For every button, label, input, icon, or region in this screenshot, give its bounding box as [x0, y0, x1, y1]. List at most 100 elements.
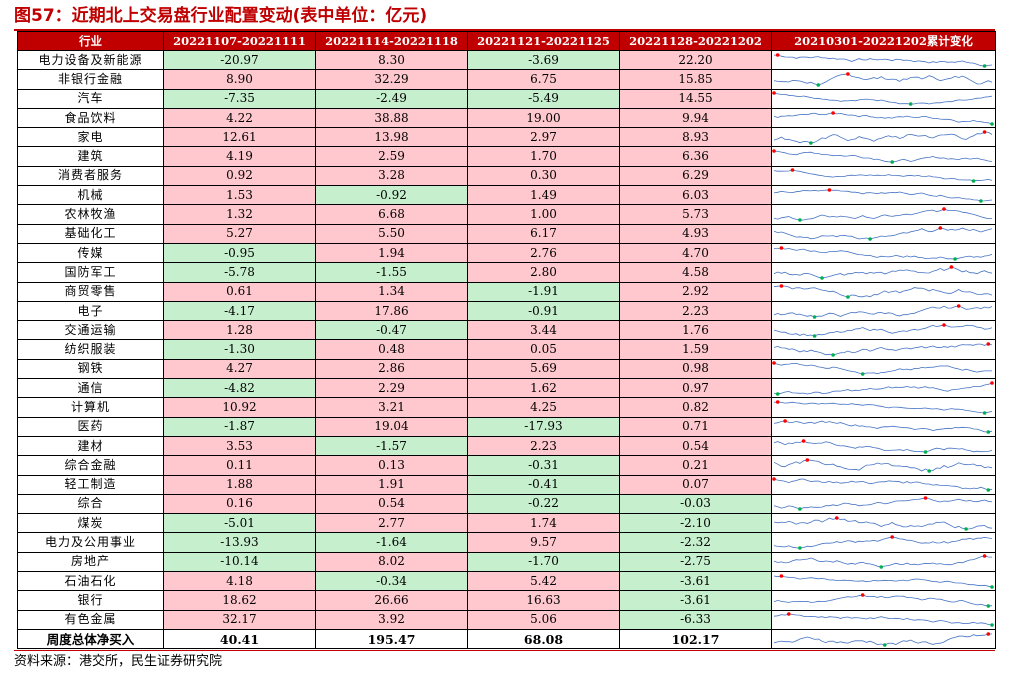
- industry-name: 钢铁: [17, 358, 164, 380]
- weekly-value: 4.70: [619, 242, 772, 264]
- weekly-value: 5.27: [163, 223, 316, 244]
- weekly-value: -4.17: [163, 300, 316, 322]
- cumulative-sparkline: [771, 223, 996, 244]
- sparkline-path: [773, 459, 993, 472]
- industry-name: 交通运输: [17, 320, 164, 341]
- high-marker: [986, 631, 991, 636]
- table-row: 煤炭 -5.01 2.77 1.74 -2.10: [17, 513, 996, 534]
- sparkline-graphic: [773, 226, 993, 242]
- weekly-value: 6.36: [619, 146, 772, 167]
- low-marker: [990, 121, 994, 126]
- sparkline-graphic: [772, 361, 992, 377]
- sparkline-graphic: [773, 612, 994, 628]
- sparkline-path: [773, 478, 993, 491]
- low-marker: [986, 488, 991, 492]
- weekly-value: 10.92: [163, 397, 316, 418]
- weekly-value: 3.21: [315, 397, 468, 418]
- sparkline-graphic: [773, 284, 993, 300]
- weekly-value: 5.73: [619, 204, 772, 225]
- sparkline-path: [773, 189, 993, 202]
- table-row: 钢铁 4.27 2.86 5.69 0.98: [17, 358, 996, 380]
- cumulative-sparkline: [771, 435, 996, 457]
- weekly-value: 3.92: [315, 609, 468, 630]
- table-row: 农林牧渔 1.32 6.68 1.00 5.73: [17, 204, 996, 225]
- weekly-value: -0.95: [163, 242, 316, 264]
- weekly-value: -0.22: [467, 493, 620, 515]
- cumulative-sparkline: [771, 474, 996, 495]
- industry-name: 基础化工: [17, 223, 164, 244]
- industry-name: 非银行金融: [17, 69, 164, 90]
- weekly-value: 3.53: [163, 435, 316, 457]
- weekly-value: 5.06: [467, 609, 620, 630]
- industry-name: 消费者服务: [17, 165, 164, 187]
- industry-name: 电子: [17, 300, 164, 322]
- industry-name: 通信: [17, 378, 164, 399]
- table-row: 通信 -4.82 2.29 1.62 0.97: [17, 378, 996, 399]
- sparkline-path: [773, 92, 993, 105]
- weekly-value: 1.00: [467, 204, 620, 225]
- weekly-value: 1.53: [163, 185, 316, 206]
- sparkline-path: [773, 498, 993, 510]
- cumulative-sparkline: [771, 609, 996, 630]
- weekly-value: 5.50: [315, 223, 468, 244]
- weekly-value: 1.62: [467, 378, 620, 399]
- weekly-value: -7.35: [163, 88, 316, 109]
- sparkline-path: [773, 420, 993, 433]
- sparkline-graphic: [773, 72, 993, 87]
- weekly-value: 0.13: [315, 455, 468, 476]
- weekly-value: 0.05: [467, 339, 620, 360]
- sparkline-path: [773, 633, 992, 645]
- weekly-value: 2.80: [467, 262, 620, 283]
- weekly-value: -0.41: [467, 474, 620, 495]
- low-marker: [846, 295, 850, 300]
- table-row: 有色金属 32.17 3.92 5.06 -6.33: [17, 609, 996, 630]
- figure-title: 图57：近期北上交易盘行业配置变动(表中单位：亿元): [14, 6, 428, 26]
- weekly-value: 2.59: [315, 146, 468, 167]
- industry-name: 建材: [17, 435, 164, 457]
- industry-name: 石油石化: [17, 571, 164, 592]
- table-row: 电力设备及新能源 -20.97 8.30 -3.69 22.20: [17, 49, 996, 71]
- weekly-value: -5.01: [163, 513, 316, 534]
- total-value: 102.17: [619, 628, 772, 650]
- high-marker: [790, 168, 795, 173]
- cumulative-sparkline: [771, 127, 996, 148]
- low-marker: [812, 314, 817, 319]
- weekly-value: 4.93: [619, 223, 772, 244]
- weekly-value: 1.76: [619, 320, 772, 341]
- weekly-value: 1.91: [315, 474, 468, 495]
- sparkline-path: [773, 131, 993, 144]
- weekly-value: -0.91: [467, 300, 620, 322]
- high-marker: [990, 380, 994, 385]
- low-marker: [812, 333, 817, 338]
- table-row: 机械 1.53 -0.92 1.49 6.03: [17, 185, 996, 206]
- weekly-value: 2.97: [467, 127, 620, 148]
- weekly-value: 0.54: [315, 493, 468, 515]
- weekly-value: 18.62: [163, 590, 316, 611]
- industry-name: 煤炭: [17, 513, 164, 534]
- sparkline-graphic: [773, 458, 993, 473]
- cumulative-sparkline: [771, 146, 996, 167]
- sparkline-graphic: [773, 631, 992, 647]
- allocation-table: 行业 20221107-20221111 20221114-20221118 2…: [17, 31, 996, 650]
- weekly-value: 4.27: [163, 358, 316, 380]
- weekly-value: 6.03: [619, 185, 772, 206]
- high-marker: [783, 419, 787, 424]
- header-week-4: 20221128-20221202: [619, 31, 772, 51]
- weekly-value: 2.23: [619, 300, 772, 322]
- weekly-value: 2.77: [315, 513, 468, 534]
- weekly-value: 4.22: [163, 107, 316, 129]
- cumulative-sparkline: [771, 513, 996, 534]
- weekly-value: -1.30: [163, 339, 316, 360]
- cumulative-sparkline: [771, 242, 996, 264]
- sparkline-graphic: [773, 554, 993, 570]
- sparkline-path: [773, 208, 992, 221]
- weekly-value: 0.16: [163, 493, 316, 515]
- industry-name: 国防军工: [17, 262, 164, 283]
- industry-name: 计算机: [17, 397, 164, 418]
- weekly-value: -6.33: [619, 609, 772, 630]
- header-week-2: 20221114-20221118: [315, 31, 468, 51]
- industry-name: 汽车: [17, 88, 164, 109]
- low-marker: [982, 63, 987, 68]
- cumulative-sparkline: [771, 185, 996, 206]
- weekly-value: 9.94: [619, 107, 772, 129]
